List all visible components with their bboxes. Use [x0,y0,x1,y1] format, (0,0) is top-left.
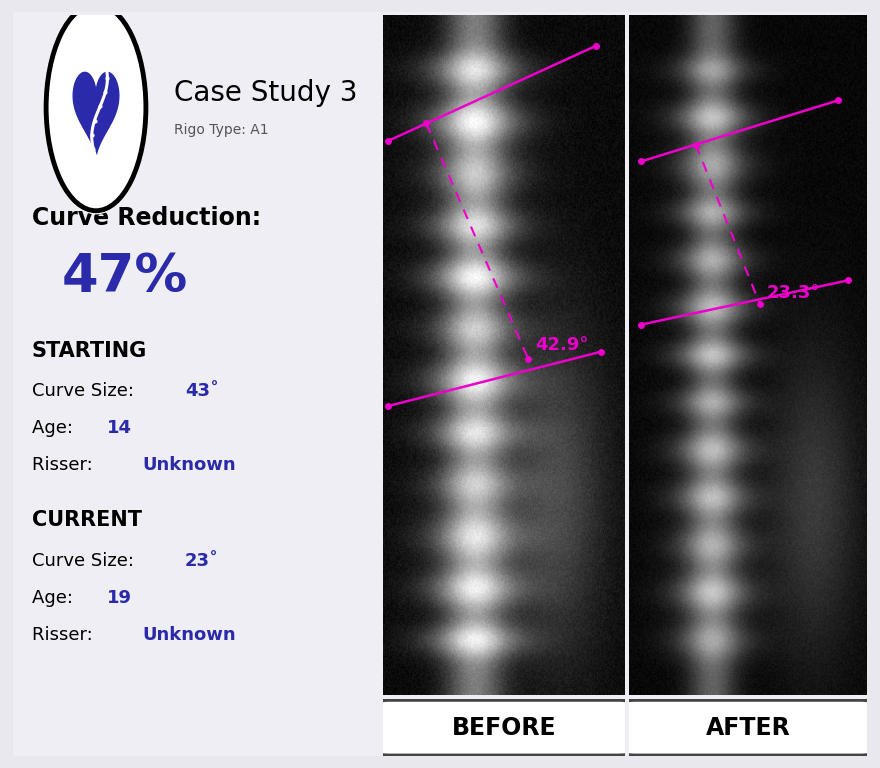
Text: Curve Reduction:: Curve Reduction: [32,206,261,230]
Text: 42.9°: 42.9° [535,336,589,354]
Text: 43˚: 43˚ [185,382,219,400]
Text: AFTER: AFTER [706,716,790,740]
Text: Age:: Age: [32,589,78,607]
Text: Unknown: Unknown [143,456,236,474]
FancyBboxPatch shape [376,700,632,756]
Circle shape [44,1,148,214]
Text: 47%: 47% [62,251,187,303]
Text: Case Study 3: Case Study 3 [174,79,358,107]
Text: Risser:: Risser: [32,626,99,644]
Text: STARTING: STARTING [32,341,147,361]
Text: 23.3°: 23.3° [767,283,820,302]
Text: Curve Size:: Curve Size: [32,382,140,400]
Text: CURRENT: CURRENT [32,511,142,531]
Text: Curve Size:: Curve Size: [32,552,140,570]
Text: Rigo Type: A1: Rigo Type: A1 [174,123,269,137]
FancyBboxPatch shape [622,700,874,756]
Text: Unknown: Unknown [143,626,236,644]
Text: BEFORE: BEFORE [451,716,556,740]
Text: 19: 19 [106,589,132,607]
Text: 14: 14 [106,419,132,437]
Text: Risser:: Risser: [32,456,99,474]
Text: 23˚: 23˚ [185,552,219,570]
Text: Age:: Age: [32,419,78,437]
Polygon shape [73,72,119,157]
